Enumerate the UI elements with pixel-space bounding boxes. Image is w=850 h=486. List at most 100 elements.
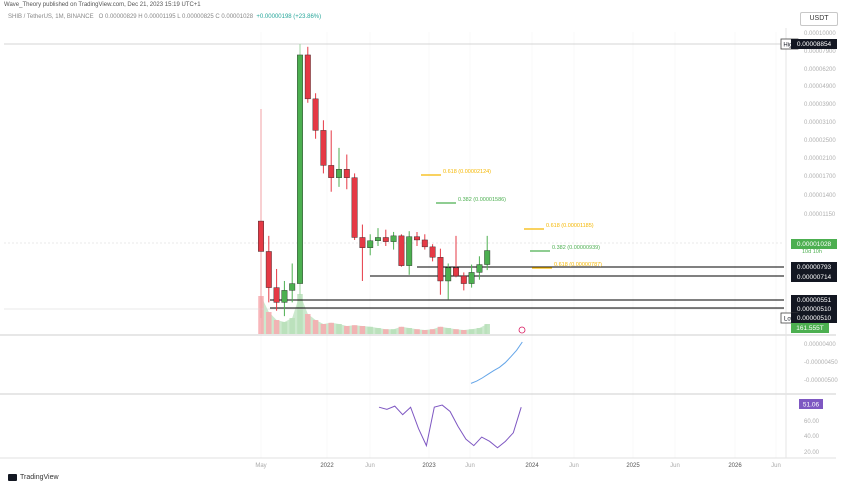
macd-tick-label: 0.00000400 <box>804 342 836 348</box>
x-tick-label: Jun <box>569 463 579 469</box>
rsi-value-bg <box>799 399 823 409</box>
candle-body <box>468 272 475 284</box>
currency-button[interactable]: USDT <box>800 12 838 26</box>
y-tick-label: 0.00002100 <box>804 156 836 162</box>
level-price-tag: 0.00000714 <box>797 274 832 281</box>
rsi-tick-label: 20.00 <box>804 450 820 456</box>
candle-body <box>382 237 389 242</box>
symbol-label[interactable]: SHIB / TetherUS, 1M, BINANCE <box>8 14 94 20</box>
rsi-line <box>378 404 522 449</box>
fib-level-label: 0.618 (0.00002124) <box>443 169 491 175</box>
volume-bar <box>351 325 358 334</box>
candle-body <box>445 267 452 282</box>
fib-level-label: 0.618 (0.00000787) <box>554 262 602 268</box>
y-tick-label: 0.00001400 <box>804 193 836 199</box>
low-value-tag-bg <box>791 313 837 323</box>
low-tag: Low <box>784 317 796 323</box>
high-value-tag-bg <box>791 39 837 49</box>
high-tag: High <box>783 43 795 49</box>
volume-bar <box>266 312 272 334</box>
rsi-tick-label: 40.00 <box>804 434 820 440</box>
candle-body <box>460 275 467 284</box>
y-tick-label: 0.00007900 <box>804 49 836 55</box>
candle-body <box>375 237 381 241</box>
candle-body <box>273 287 280 303</box>
y-tick-label: 0.00002500 <box>804 138 836 144</box>
volume-bar <box>484 324 490 334</box>
x-tick-label: 2025 <box>626 463 640 469</box>
fib-level-label: 0.382 (0.00000939) <box>552 245 600 251</box>
tradingview-brand: TradingView <box>20 474 59 481</box>
candle-body <box>359 237 366 248</box>
y-tick-label: 0.00001700 <box>804 174 836 180</box>
candle-body <box>406 236 413 266</box>
low-value-tag: 0.00000510 <box>797 315 832 322</box>
candle-body <box>484 250 491 265</box>
fib-level-label: 0.382 (0.00001586) <box>458 197 506 203</box>
candle-body <box>297 54 303 284</box>
volume-bar <box>344 326 350 334</box>
candle-body <box>336 169 342 178</box>
y-tick-label: 0.00003900 <box>804 102 836 108</box>
level-price-tag-bg <box>791 272 837 282</box>
volume-bar <box>328 322 334 334</box>
volume-bar <box>461 330 467 334</box>
volume-bar <box>476 328 483 334</box>
candle-body <box>390 235 397 242</box>
volume-bar <box>320 324 327 334</box>
x-tick-label: Jun <box>771 463 781 469</box>
candle-body <box>328 165 335 178</box>
y-tick-label: 0.00001150 <box>804 212 836 218</box>
macd-tick-label: -0.00000450 <box>804 360 838 366</box>
candle-body <box>289 283 296 291</box>
tradingview-logo[interactable]: TradingView <box>8 474 59 481</box>
level-price-tag-bg <box>791 304 837 314</box>
candle-body <box>304 54 311 100</box>
alert-marker-icon <box>518 326 526 334</box>
publish-header: Wave_Theory published on TradingView.com… <box>4 2 201 8</box>
x-tick-label: 2024 <box>525 463 539 469</box>
candle-body <box>343 169 350 178</box>
level-price-tag: 0.00000793 <box>797 264 832 271</box>
macd-line <box>470 341 523 384</box>
current-price-tag-bg <box>791 239 837 249</box>
volume-tag-bg <box>791 323 829 333</box>
volume-bar <box>422 330 428 334</box>
candle-body <box>421 239 428 248</box>
volume-bar <box>429 329 436 334</box>
volume-bar <box>297 294 303 334</box>
candle-body <box>367 240 374 248</box>
candle-body <box>281 290 288 303</box>
volume-bar <box>406 328 412 334</box>
tradingview-mark-icon <box>8 474 17 481</box>
volume-bar <box>312 320 319 334</box>
volume-bar <box>383 329 389 334</box>
candle-body <box>476 264 483 273</box>
high-value-tag: 0.00008854 <box>797 41 832 48</box>
volume-bar <box>289 318 295 334</box>
candle-body <box>265 251 272 288</box>
y-tick-label: 0.00004900 <box>804 84 836 90</box>
volume-bar <box>390 329 397 334</box>
macd-tick-label: -0.00000500 <box>804 378 838 384</box>
candle-body <box>429 246 436 258</box>
volume-bar <box>281 322 288 334</box>
volume-bar <box>445 328 451 334</box>
candle-body <box>398 235 405 266</box>
price-change: +0.00000198 (+23.86%) <box>256 14 322 20</box>
candle-body <box>312 98 319 131</box>
volume-bar <box>336 324 342 334</box>
x-tick-label: 2023 <box>422 463 436 469</box>
level-price-tag-bg <box>791 262 837 272</box>
volume-bar <box>367 326 373 334</box>
volume-bar <box>305 314 311 334</box>
volume-bar <box>453 329 459 334</box>
volume-bar <box>375 328 381 334</box>
rsi-value-label: 51.06 <box>803 401 820 408</box>
volume-bar <box>468 329 475 334</box>
level-price-tag: 0.00000551 <box>797 297 832 304</box>
volume-bar <box>398 326 405 334</box>
x-tick-label: 2026 <box>728 463 742 469</box>
x-tick-label: Jun <box>465 463 475 469</box>
